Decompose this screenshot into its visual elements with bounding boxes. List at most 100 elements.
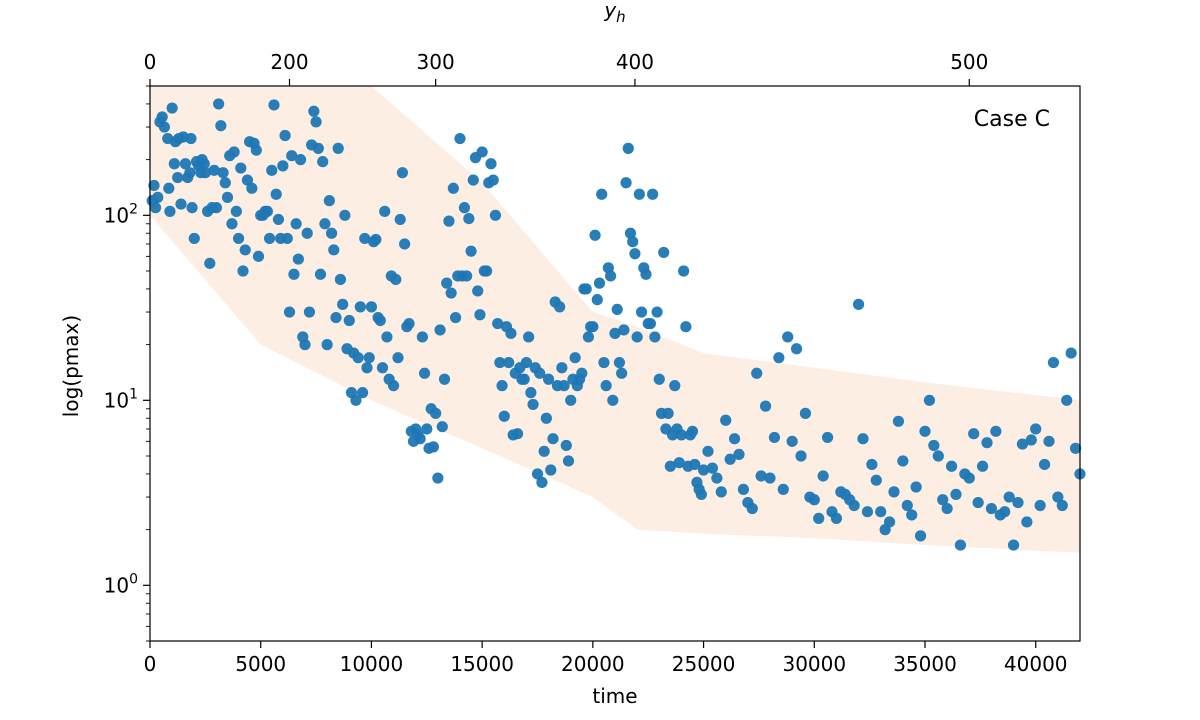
data-point xyxy=(403,317,415,330)
data-point xyxy=(441,277,453,289)
data-points xyxy=(146,98,1086,551)
data-point xyxy=(764,472,776,484)
y-axis-title: log(pmax) xyxy=(59,315,83,417)
data-point xyxy=(720,414,732,426)
data-point xyxy=(1052,491,1064,503)
data-point xyxy=(941,502,953,515)
data-point xyxy=(294,154,307,166)
data-point xyxy=(179,158,192,170)
y-tick-label: 102 xyxy=(104,201,138,227)
data-point xyxy=(857,433,869,445)
data-point xyxy=(299,339,311,351)
data-point xyxy=(1047,356,1060,369)
data-point xyxy=(932,450,944,462)
data-point xyxy=(352,352,364,364)
data-point xyxy=(565,394,577,406)
data-point xyxy=(301,227,313,239)
data-point xyxy=(321,339,333,351)
data-point xyxy=(219,177,231,189)
x-tick-label: 30000 xyxy=(782,652,846,676)
y-tick-label: 100 xyxy=(104,571,138,597)
data-point xyxy=(458,202,471,214)
data-point xyxy=(232,232,245,245)
y-axis-ticks: 100 101 102 xyxy=(104,85,150,642)
data-point xyxy=(737,483,750,495)
data-point xyxy=(505,327,517,339)
data-point xyxy=(520,356,533,369)
data-point xyxy=(527,398,539,411)
x-axis-title: time xyxy=(592,684,637,708)
data-point xyxy=(268,99,280,111)
data-point xyxy=(613,356,626,369)
data-point xyxy=(611,303,623,316)
data-point xyxy=(379,205,391,217)
data-point xyxy=(963,472,975,484)
data-point xyxy=(421,423,433,435)
data-point xyxy=(337,298,349,310)
data-point xyxy=(213,98,225,110)
data-point xyxy=(866,458,878,471)
data-point xyxy=(339,209,351,221)
data-point xyxy=(312,142,324,154)
data-point xyxy=(773,352,785,364)
data-point xyxy=(695,488,707,501)
data-point xyxy=(376,362,389,374)
top-tick-label: 500 xyxy=(950,50,988,74)
data-point xyxy=(465,245,477,257)
data-point xyxy=(937,494,949,506)
data-point xyxy=(270,188,282,200)
data-point xyxy=(370,233,382,246)
data-point xyxy=(434,324,446,336)
data-point xyxy=(901,499,913,512)
data-point xyxy=(968,428,980,440)
data-point xyxy=(221,191,234,203)
data-point xyxy=(790,343,803,355)
data-point xyxy=(332,142,344,154)
data-point xyxy=(474,309,486,321)
x-tick-label: 10000 xyxy=(340,652,404,676)
x-tick-label: 15000 xyxy=(450,652,514,676)
data-point xyxy=(715,486,727,498)
data-point xyxy=(627,236,639,248)
data-point xyxy=(697,464,710,476)
data-point xyxy=(1061,394,1073,406)
data-point xyxy=(354,301,366,313)
data-point xyxy=(795,450,807,462)
data-point xyxy=(432,472,444,484)
data-point xyxy=(604,270,617,282)
data-point xyxy=(600,380,612,392)
data-point xyxy=(609,327,621,339)
data-point xyxy=(228,146,240,158)
data-point xyxy=(226,218,238,230)
data-point xyxy=(675,429,688,441)
data-point xyxy=(158,121,170,133)
data-point xyxy=(261,205,273,217)
data-point xyxy=(888,486,900,498)
data-point xyxy=(576,367,588,379)
data-point xyxy=(870,474,882,486)
data-point xyxy=(706,462,719,474)
data-point xyxy=(562,455,575,467)
data-point xyxy=(445,287,457,299)
data-point xyxy=(906,509,918,521)
data-point xyxy=(928,439,940,452)
data-point xyxy=(620,177,632,189)
data-point xyxy=(350,394,362,406)
confidence-band xyxy=(150,86,1080,553)
data-point xyxy=(374,314,386,327)
data-point xyxy=(416,331,428,343)
x-tick-label: 5000 xyxy=(235,652,286,676)
top-tick-label: 400 xyxy=(616,50,654,74)
data-point xyxy=(399,238,411,250)
data-point xyxy=(494,356,506,369)
data-point xyxy=(724,453,736,465)
data-point xyxy=(861,506,874,518)
data-point xyxy=(230,205,242,217)
data-point xyxy=(536,476,548,488)
data-point xyxy=(156,111,168,123)
data-point xyxy=(658,246,670,259)
data-point xyxy=(503,356,515,369)
data-point xyxy=(164,205,176,217)
data-point xyxy=(689,458,701,471)
data-point xyxy=(188,232,200,245)
